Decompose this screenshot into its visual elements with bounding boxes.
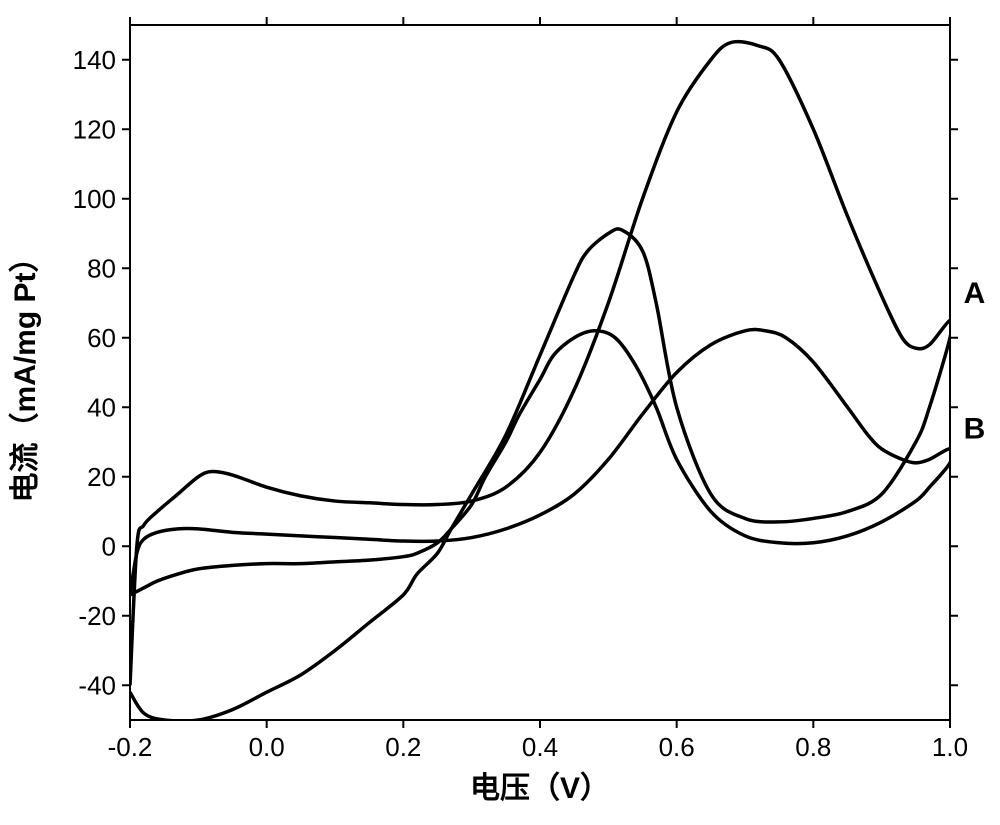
y-tick-label: 140 [73,45,116,75]
x-axis-label: 电压（V） [470,771,610,805]
x-tick-label: 0.8 [795,732,831,762]
y-tick-label: 60 [87,323,116,353]
y-tick-label: 40 [87,392,116,422]
curve-B [130,330,952,595]
y-tick-label: 120 [73,114,116,144]
x-tick-label: 0.6 [659,732,695,762]
plot-frame [130,25,950,720]
x-tick-label: -0.2 [108,732,153,762]
x-tick-label: 0.2 [385,732,421,762]
cv-chart: -0.2 0.0 0.2 0.4 0.6 0.8 1.0 -40 -20 0 20 40 60 80 100… [0,0,1000,825]
y-tick-label: -40 [78,670,116,700]
curves-group [130,42,952,721]
y-axis-label: 电流（mA/mg Pt） [8,242,42,502]
x-tick-label: 1.0 [932,732,968,762]
y-tick-label: -20 [78,601,116,631]
annotation-B: B [964,413,986,446]
x-tick-label: 0.0 [249,732,285,762]
x-tick-label: 0.4 [522,732,558,762]
y-tick-label: 0 [102,531,116,561]
y-tick-label: 80 [87,253,116,283]
y-tick-label: 20 [87,462,116,492]
annotation-A: A [964,277,986,310]
chart-svg: -0.2 0.0 0.2 0.4 0.6 0.8 1.0 -40 -20 0 20 40 60 80 100… [0,0,1000,825]
y-tick-label: 100 [73,184,116,214]
